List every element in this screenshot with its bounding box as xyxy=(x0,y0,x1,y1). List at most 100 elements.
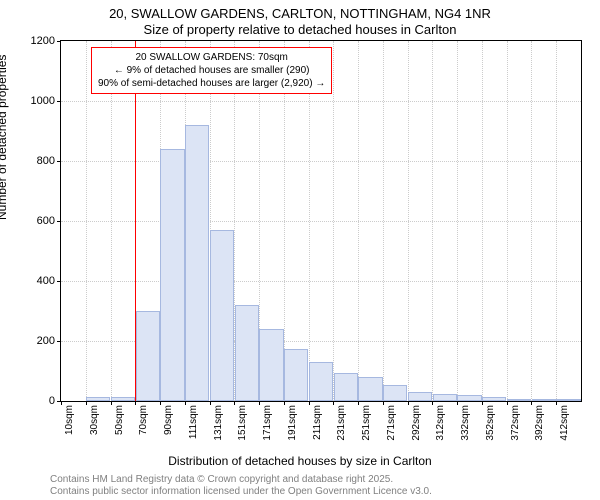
x-tick-label: 392sqm xyxy=(534,405,545,441)
gridline-v xyxy=(531,41,532,401)
y-tick-label: 400 xyxy=(37,275,55,287)
histogram-bar xyxy=(482,397,506,401)
histogram-bar xyxy=(383,385,407,402)
x-tick-mark xyxy=(383,401,384,405)
y-tick-label: 1000 xyxy=(31,95,55,107)
annotation-box: 20 SWALLOW GARDENS: 70sqm ← 9% of detach… xyxy=(91,47,332,94)
histogram-bar xyxy=(210,230,234,401)
histogram-bar xyxy=(334,373,358,402)
x-tick-mark xyxy=(259,401,260,405)
gridline-v xyxy=(432,41,433,401)
x-tick-label: 171sqm xyxy=(262,405,273,441)
histogram-bar xyxy=(408,392,432,401)
gridline-v xyxy=(383,41,384,401)
x-tick-mark xyxy=(86,401,87,405)
x-tick-label: 412sqm xyxy=(559,405,570,441)
x-tick-mark xyxy=(160,401,161,405)
x-tick-label: 312sqm xyxy=(435,405,446,441)
y-tick-label: 600 xyxy=(37,215,55,227)
x-tick-label: 50sqm xyxy=(114,405,125,435)
y-axis-label: Number of detached properties xyxy=(0,55,9,220)
chart-title-line1: 20, SWALLOW GARDENS, CARLTON, NOTTINGHAM… xyxy=(0,6,600,21)
x-tick-label: 151sqm xyxy=(237,405,248,441)
x-tick-mark xyxy=(531,401,532,405)
histogram-bar xyxy=(86,397,110,402)
gridline-h xyxy=(61,221,581,222)
x-tick-mark xyxy=(408,401,409,405)
x-tick-label: 292sqm xyxy=(411,405,422,441)
histogram-bar xyxy=(433,394,457,402)
x-tick-label: 131sqm xyxy=(213,405,224,441)
annotation-line3: 90% of semi-detached houses are larger (… xyxy=(98,77,325,90)
x-tick-label: 30sqm xyxy=(89,405,100,435)
x-tick-label: 231sqm xyxy=(336,405,347,441)
gridline-v xyxy=(333,41,334,401)
x-tick-mark xyxy=(284,401,285,405)
plot-area: 02004006008001000120010sqm30sqm50sqm70sq… xyxy=(60,40,582,402)
gridline-v xyxy=(358,41,359,401)
y-tick-label: 800 xyxy=(37,155,55,167)
x-tick-label: 90sqm xyxy=(163,405,174,435)
y-tick-label: 200 xyxy=(37,335,55,347)
histogram-bar xyxy=(309,362,333,401)
x-tick-label: 332sqm xyxy=(460,405,471,441)
histogram-bar xyxy=(507,399,531,401)
credits-line2: Contains public sector information licen… xyxy=(50,486,432,498)
gridline-v xyxy=(556,41,557,401)
histogram-bar xyxy=(136,311,160,401)
y-tick-mark xyxy=(57,41,61,42)
histogram-bar xyxy=(235,305,259,401)
y-tick-mark xyxy=(57,101,61,102)
x-tick-mark xyxy=(185,401,186,405)
x-tick-label: 70sqm xyxy=(138,405,149,435)
x-tick-label: 10sqm xyxy=(64,405,75,435)
chart-title-line2: Size of property relative to detached ho… xyxy=(0,22,600,37)
histogram-bar xyxy=(358,377,382,401)
x-tick-mark xyxy=(482,401,483,405)
y-tick-label: 1200 xyxy=(31,35,55,47)
histogram-bar xyxy=(185,125,209,401)
gridline-v xyxy=(507,41,508,401)
annotation-line1: 20 SWALLOW GARDENS: 70sqm xyxy=(98,51,325,64)
gridline-v xyxy=(284,41,285,401)
y-tick-mark xyxy=(57,221,61,222)
histogram-bar xyxy=(111,397,135,402)
histogram-bar xyxy=(284,349,308,402)
gridline-v xyxy=(111,41,112,401)
gridline-h xyxy=(61,161,581,162)
chart-container: 20, SWALLOW GARDENS, CARLTON, NOTTINGHAM… xyxy=(0,0,600,500)
x-tick-label: 352sqm xyxy=(485,405,496,441)
property-marker-line xyxy=(135,41,136,401)
histogram-bar xyxy=(532,399,556,401)
histogram-bar xyxy=(160,149,184,401)
y-tick-label: 0 xyxy=(49,395,55,407)
y-tick-mark xyxy=(57,281,61,282)
gridline-v xyxy=(309,41,310,401)
x-tick-mark xyxy=(457,401,458,405)
x-tick-mark xyxy=(556,401,557,405)
x-tick-label: 271sqm xyxy=(386,405,397,441)
y-tick-mark xyxy=(57,341,61,342)
x-tick-label: 251sqm xyxy=(361,405,372,441)
x-tick-label: 191sqm xyxy=(287,405,298,441)
x-tick-mark xyxy=(309,401,310,405)
x-tick-mark xyxy=(111,401,112,405)
gridline-h xyxy=(61,101,581,102)
x-tick-label: 111sqm xyxy=(188,405,199,439)
gridline-v xyxy=(86,41,87,401)
gridline-v xyxy=(408,41,409,401)
x-tick-mark xyxy=(61,401,62,405)
x-tick-mark xyxy=(135,401,136,405)
y-tick-mark xyxy=(57,161,61,162)
histogram-bar xyxy=(457,395,481,401)
histogram-bar xyxy=(556,399,580,401)
credits-line1: Contains HM Land Registry data © Crown c… xyxy=(50,474,432,486)
gridline-v xyxy=(457,41,458,401)
x-axis-label: Distribution of detached houses by size … xyxy=(0,454,600,468)
x-tick-mark xyxy=(234,401,235,405)
x-tick-mark xyxy=(210,401,211,405)
histogram-bar xyxy=(259,329,283,401)
x-tick-mark xyxy=(358,401,359,405)
x-tick-mark xyxy=(333,401,334,405)
credits: Contains HM Land Registry data © Crown c… xyxy=(50,474,432,498)
